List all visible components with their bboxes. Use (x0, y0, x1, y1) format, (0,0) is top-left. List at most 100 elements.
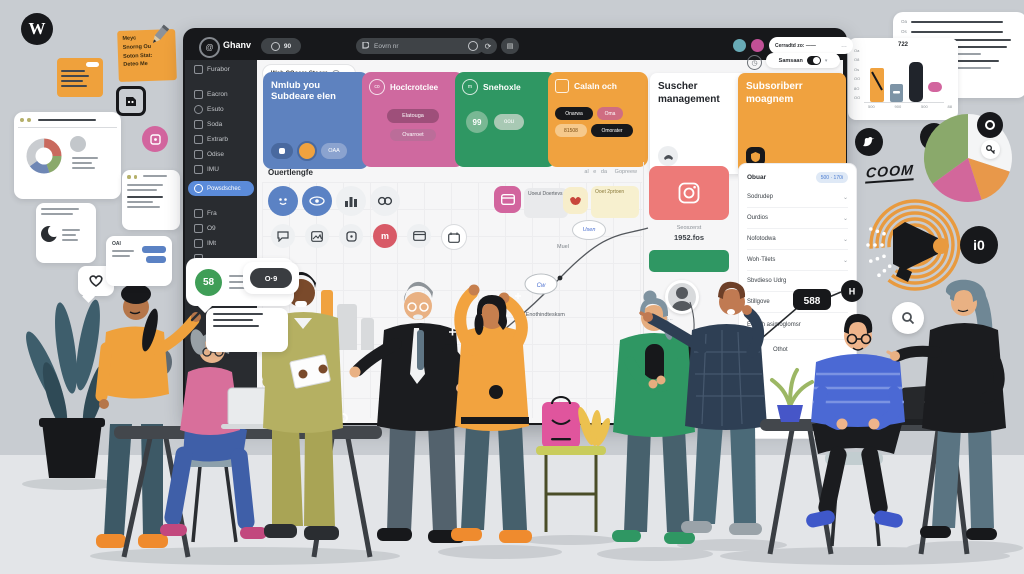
account-pill[interactable]: Cerradtd zo: —— … (769, 37, 853, 54)
sidebar-item[interactable]: Soda (185, 117, 257, 132)
wordpress-logo: W (21, 13, 53, 45)
sidebar-item[interactable]: O9 (185, 221, 257, 236)
list-item[interactable]: Sodrudep ⌄ (747, 194, 848, 201)
menu-icon (194, 90, 203, 99)
megaphone-icon (893, 222, 949, 282)
list-item[interactable]: Woh·Tilets ⌄ (747, 249, 848, 270)
stat-card-green[interactable]: m Snehoxle 99 oou (455, 72, 556, 167)
menu-icon (194, 65, 203, 74)
key-bubble-icon (981, 140, 1000, 159)
search-icon (362, 42, 369, 49)
laptop-dark (895, 384, 957, 425)
card-icon[interactable] (407, 224, 431, 248)
list-item[interactable]: Nofotodwa ⌄ (747, 228, 848, 249)
stat-card-pink[interactable]: co Hoclcrotclee Elatouga Ovarroet (362, 72, 464, 167)
list-item[interactable]: Stillgove (747, 291, 848, 312)
panel-toolbar[interactable]: al e da Gopreew (584, 169, 637, 175)
coom-handwriting: COOM (865, 161, 915, 184)
list-item[interactable]: Ourdios ⌄ (747, 207, 848, 228)
sticky-line: Deteo Me (123, 61, 148, 69)
instagram-card[interactable] (649, 166, 729, 220)
search-input[interactable]: Eovrn nr (356, 38, 484, 54)
image-icon[interactable] (305, 224, 329, 248)
layout-button[interactable]: ▤ (501, 38, 519, 54)
sidebar-item[interactable]: IMt (185, 236, 257, 251)
calendar-icon[interactable] (441, 224, 467, 250)
card-pill[interactable]: Omorater (591, 124, 633, 137)
avatar-pink[interactable] (751, 39, 764, 52)
menu-icon (194, 150, 203, 159)
link-icon[interactable] (370, 186, 400, 216)
circle-icon: co (369, 79, 385, 95)
card-pill[interactable]: Onarwa (555, 107, 593, 120)
sidebar-item[interactable]: Eacron (185, 87, 257, 102)
note-lines-bubble (206, 308, 288, 352)
menu-icon (194, 224, 203, 233)
chevron-down-icon: ⌄ (842, 257, 848, 264)
badge-io: i0 (960, 226, 998, 264)
list-item[interactable]: Othot (747, 339, 848, 360)
chevron-down-icon: ▾ (824, 57, 828, 64)
sidebar-item-active[interactable]: Powsdschec (188, 181, 254, 196)
notifications-pill[interactable]: 90 (261, 38, 301, 54)
subscriber-card-white[interactable]: Suscher management (650, 73, 748, 174)
stat-card-orange[interactable]: Calaln och Onarwa Oma 81508 Omorater (548, 72, 648, 167)
menu-icon (194, 120, 203, 129)
menu-icon (194, 209, 203, 218)
doc-tick: Oa (901, 19, 908, 24)
menu-icon (194, 184, 203, 193)
list-header-pill[interactable]: 500 · 170i (815, 172, 848, 183)
card-pill[interactable]: Ovarroet (390, 129, 436, 141)
avatar-teal[interactable] (733, 39, 746, 52)
refresh-button[interactable]: ⟳ (479, 38, 497, 54)
primary-action-button[interactable] (649, 250, 729, 272)
subscriber-card-orange[interactable]: Subsoriberr moagnem (738, 73, 846, 174)
bank-icon[interactable]: m (373, 224, 397, 248)
mini-bar-gray (361, 318, 374, 350)
dashboard-main: Woh COoare Stoore ▾ ◷ Samsaan ▾ Nmlub yo… (257, 53, 857, 439)
card-pill[interactable]: 81508 (555, 124, 587, 137)
sidebar-item[interactable]: Esuto (185, 102, 257, 117)
menu-icon (194, 105, 203, 114)
chart-x-axis: 500 900 500 88 (868, 104, 952, 109)
card-pill[interactable]: Elatouga (387, 109, 439, 123)
card-pill[interactable]: oou (494, 114, 524, 130)
note-pill (86, 62, 99, 67)
face-icon[interactable] (268, 186, 298, 216)
sidebar-item[interactable]: Fra (185, 206, 257, 221)
orange-note-card (57, 58, 103, 97)
chat-icon[interactable] (271, 224, 295, 248)
card-pill[interactable]: OAA (321, 143, 347, 159)
mode-toggle-pill[interactable]: Samsaan ▾ (766, 53, 840, 68)
browser-tile-icon[interactable] (494, 186, 521, 213)
wordpress-w: W (28, 19, 46, 38)
radial-gauge (856, 199, 961, 302)
card-pill[interactable]: Oma (597, 107, 623, 120)
hat-icon (658, 146, 678, 166)
chat-preview-card: OAI (106, 236, 172, 286)
chart-title: 722 (897, 42, 908, 48)
stop-icon[interactable] (339, 224, 363, 248)
clock-icon[interactable]: ◷ (747, 55, 762, 70)
sidebar-item[interactable]: Odise (185, 147, 257, 162)
tile-label: Ooet 2prtoen (591, 186, 639, 218)
list-item[interactable]: Eoiloih asimoglomsr (747, 312, 848, 339)
app-brand: Ghanv (223, 40, 252, 50)
counter-pill: O·9 (250, 268, 292, 288)
stat-card-blue[interactable]: Nmlub you Subdeare elen OAA (263, 72, 369, 169)
sidebar-item[interactable]: Furabor (185, 62, 257, 77)
bar-chart-icon[interactable] (336, 186, 366, 216)
card-action-icon[interactable] (271, 143, 293, 159)
mini-bar-gray (337, 304, 357, 350)
sidebar-item[interactable]: Extrarb (185, 132, 257, 147)
list-item[interactable]: Sbvdieso Udrg (747, 270, 848, 291)
text-card-small (122, 170, 180, 230)
usen-bubble: Usen (572, 220, 606, 240)
menu-icon (194, 239, 203, 248)
sidebar-item[interactable]: IMU (185, 162, 257, 177)
mask-tile-icon[interactable] (563, 187, 588, 214)
user-avatar-photo[interactable] (665, 280, 699, 314)
eye-icon[interactable] (302, 186, 332, 216)
moon-icon (41, 225, 59, 242)
toggle-switch[interactable] (806, 56, 821, 65)
